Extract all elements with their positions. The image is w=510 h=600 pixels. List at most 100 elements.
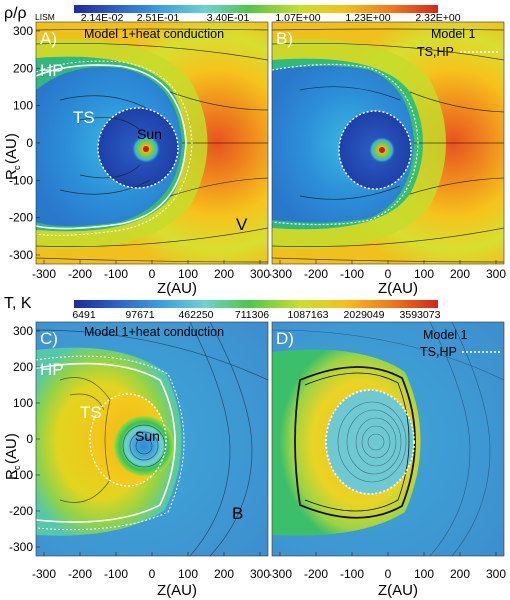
x-axis-label-top-right: Z(AU)	[378, 280, 418, 297]
x-tick-label: -300	[268, 267, 292, 281]
top-colorbar-tick: 1.23E+00	[345, 12, 390, 24]
panel-c-caption: Model 1+heat conduction	[84, 325, 224, 339]
bottom-colorbar: T, K 6491 97671 462250 711306 1087163 2029049…	[4, 295, 441, 321]
y-tick-label: 200	[13, 360, 33, 374]
x-axis-label-bottom-right: Z(AU)	[378, 582, 418, 599]
y-tick-label: 100	[13, 99, 33, 113]
top-colorbar-gradient	[74, 5, 438, 13]
x-tick-label: 100	[178, 567, 198, 581]
y-axis-label-top: R c (AU)	[3, 133, 22, 180]
panel-b-caption: Model 1	[431, 27, 476, 41]
bottom-colorbar-tick: 462250	[178, 309, 213, 321]
bottom-colorbar-tick: 6491	[72, 309, 96, 321]
bottom-colorbar-tick: 1087163	[288, 309, 329, 321]
top-colorbar-tick: 2.14E-02	[81, 12, 124, 24]
x-tick-label: -100	[104, 267, 128, 281]
panel-c-hp-label: HP	[40, 360, 64, 379]
x-tick-label: -100	[340, 267, 364, 281]
x-tick-label: 200	[450, 267, 470, 281]
panel-a-v-label: V	[236, 215, 248, 234]
panel-a-hp-label: HP	[40, 61, 64, 80]
panel-c	[36, 322, 268, 556]
panel-d-legend-label: TS,HP	[420, 345, 457, 359]
top-colorbar-tick: 2.32E+00	[415, 12, 460, 24]
y-tick-label: -100	[9, 468, 33, 482]
panel-a-sun-label: Sun	[137, 126, 162, 142]
top-colorbar-label: ρ/ρ	[4, 5, 27, 22]
panel-c-sun-label: Sun	[135, 428, 160, 444]
y-tick-label: 300	[13, 324, 33, 338]
y-tick-label: -200	[9, 504, 33, 518]
x-tick-label: 100	[178, 267, 198, 281]
x-tick-label: -300	[268, 567, 292, 581]
y-axis-label-bottom-tail: (AU)	[3, 433, 20, 464]
x-tick-label: 300	[486, 567, 506, 581]
axes: -300 -200 -100 0 100 200 300-300 -200 -100 0 100 20…	[9, 24, 506, 581]
panel-c-letter: C)	[40, 329, 58, 348]
x-tick-label: 200	[214, 567, 234, 581]
y-axis-label-top-sub: c	[12, 165, 22, 170]
x-tick-label: -200	[68, 267, 92, 281]
panel-a-ts-label: TS	[73, 108, 95, 127]
x-tick-label: -300	[32, 567, 56, 581]
panel-c-b-label: B	[232, 504, 243, 523]
x-tick-label: 200	[214, 267, 234, 281]
y-axis-label-top-tail: (AU)	[3, 133, 20, 164]
y-tick-label: 300	[13, 24, 33, 38]
x-tick-label: -300	[32, 267, 56, 281]
y-tick-label: 0	[26, 432, 33, 446]
y-tick-label: 0	[26, 136, 33, 150]
y-tick-label: -300	[9, 248, 33, 262]
panel-b-letter: B)	[276, 29, 293, 48]
panel-a-caption: Model 1+heat conduction	[84, 27, 224, 41]
panel-d-caption: Model 1	[423, 328, 468, 342]
x-axis-label-bottom-left: Z(AU)	[157, 582, 197, 599]
panel-c-ts-label: TS	[80, 403, 102, 422]
y-axis-label-bottom-sub: c	[12, 465, 22, 470]
x-tick-label: 300	[250, 567, 270, 581]
y-tick-label: -200	[9, 211, 33, 225]
x-tick-label: 100	[414, 567, 434, 581]
x-tick-label: -200	[304, 567, 328, 581]
bottom-colorbar-tick: 2029049	[344, 309, 385, 321]
top-colorbar-tick: 2.51E-01	[137, 12, 180, 24]
top-colorbar-ticks: 2.14E-02 2.51E-01 3.40E-01 1.07E+00 1.23E+00…	[81, 12, 461, 24]
panel-b-legend-label: TS,HP	[417, 45, 454, 59]
y-axis-label-top-main: R	[3, 169, 20, 180]
panel-d	[272, 322, 504, 556]
x-tick-label: 0	[149, 567, 156, 581]
y-axis-label-bottom-main: R	[3, 469, 20, 480]
y-axis-label-bottom: R c (AU)	[3, 433, 22, 480]
bottom-colorbar-gradient	[74, 300, 438, 308]
y-tick-label: 100	[13, 396, 33, 410]
x-tick-label: -200	[68, 567, 92, 581]
top-colorbar: ρ/ρ LISM 2.14E-02 2.51E-01 3.40E-01 1.07E+0…	[4, 5, 461, 24]
panel-d-letter: D)	[276, 329, 294, 348]
x-tick-label: 0	[149, 267, 156, 281]
top-colorbar-tick: 1.07E+00	[275, 12, 320, 24]
top-colorbar-label-sub: LISM	[35, 12, 55, 22]
bottom-colorbar-tick: 97671	[125, 309, 154, 321]
x-tick-label: -100	[340, 567, 364, 581]
panel-a-letter: A)	[40, 29, 57, 48]
x-tick-label: 0	[385, 567, 392, 581]
y-tick-label: -300	[9, 540, 33, 554]
x-tick-label: 0	[385, 267, 392, 281]
x-tick-label: -100	[104, 567, 128, 581]
x-axis-label-top-left: Z(AU)	[157, 280, 197, 297]
bottom-colorbar-ticks: 6491 97671 462250 711306 1087163 2029049 35930…	[72, 309, 440, 321]
bottom-colorbar-label: T, K	[4, 295, 32, 312]
y-tick-label: -100	[9, 173, 33, 187]
bottom-colorbar-tick: 711306	[235, 309, 269, 321]
x-tick-label: 200	[450, 567, 470, 581]
panel-b	[272, 22, 504, 264]
top-colorbar-tick: 3.40E-01	[207, 12, 250, 24]
panel-a	[36, 22, 268, 264]
x-tick-label: 300	[486, 267, 506, 281]
bottom-colorbar-tick: 3593073	[400, 309, 441, 321]
y-tick-label: 200	[13, 61, 33, 75]
x-tick-label: 100	[414, 267, 434, 281]
x-tick-label: -200	[304, 267, 328, 281]
x-tick-label: 300	[250, 267, 270, 281]
